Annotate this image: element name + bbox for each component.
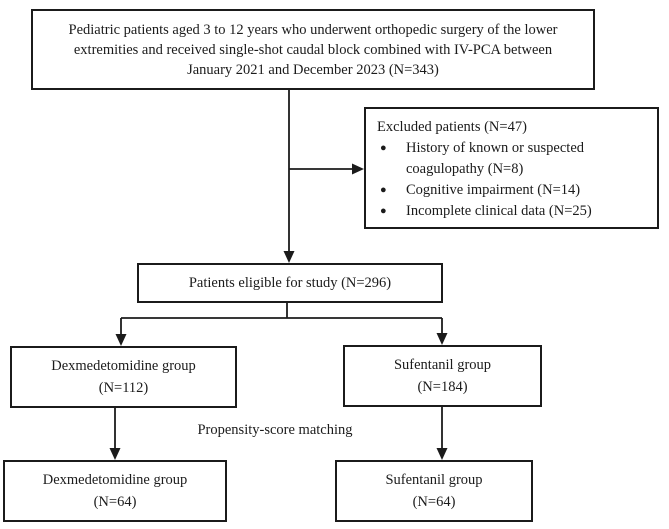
excluded-item-text: Incomplete clinical data (N=25) — [406, 203, 592, 219]
excluded-title: Excluded patients (N=47) — [377, 119, 527, 135]
excluded-box: Excluded patients (N=47) ● History of kn… — [364, 107, 659, 229]
sufentanil-initial-box: Sufentanil group (N=184) — [343, 345, 542, 407]
arrowhead-down-icon — [436, 333, 448, 345]
group-name: Dexmedetomidine group — [51, 358, 196, 374]
group-count: (N=184) — [417, 379, 468, 395]
group-name: Sufentanil group — [393, 357, 492, 373]
matching-label: Propensity-score matching — [197, 422, 353, 438]
arrowhead-down-icon — [115, 334, 127, 346]
dexmedetomidine-matched-box: Dexmedetomidine group (N=64) — [3, 460, 227, 522]
group-count: (N=64) — [412, 494, 456, 510]
group-count: (N=64) — [93, 494, 137, 510]
eligible-text: Patients eligible for study (N=296) — [188, 274, 392, 291]
excluded-list-item: ● Cognitive impairment (N=14) — [376, 180, 649, 201]
enrollment-text-line: Pediatric patients aged 3 to 12 years wh… — [68, 21, 558, 38]
bullet-dot-icon: ● — [380, 142, 387, 154]
group-name: Sufentanil group — [385, 472, 483, 488]
sufentanil-matched-box: Sufentanil group (N=64) — [335, 460, 533, 522]
enrollment-box: Pediatric patients aged 3 to 12 years wh… — [31, 9, 595, 90]
arrowhead-down-icon — [283, 251, 295, 263]
bullet-dot-icon: ● — [380, 205, 387, 217]
group-count: (N=112) — [98, 380, 149, 396]
excluded-list-item: ● History of known or suspected coagulop… — [376, 138, 649, 180]
excluded-list-item: ● Incomplete clinical data (N=25) — [376, 201, 649, 222]
enrollment-text-line: extremities and received single-shot cau… — [73, 41, 553, 58]
excluded-item-text: History of known or suspected coagulopat… — [406, 140, 585, 177]
arrowhead-right-icon — [352, 163, 364, 175]
arrowhead-down-icon — [436, 448, 448, 460]
excluded-item-text: Cognitive impairment (N=14) — [406, 182, 581, 198]
group-name: Dexmedetomidine group — [42, 472, 188, 488]
eligible-box: Patients eligible for study (N=296) — [137, 263, 443, 303]
bullet-dot-icon: ● — [380, 184, 387, 196]
dexmedetomidine-initial-box: Dexmedetomidine group (N=112) — [10, 346, 237, 408]
arrowhead-down-icon — [109, 448, 121, 460]
enrollment-text-line: January 2021 and December 2023 (N=343) — [187, 61, 439, 78]
